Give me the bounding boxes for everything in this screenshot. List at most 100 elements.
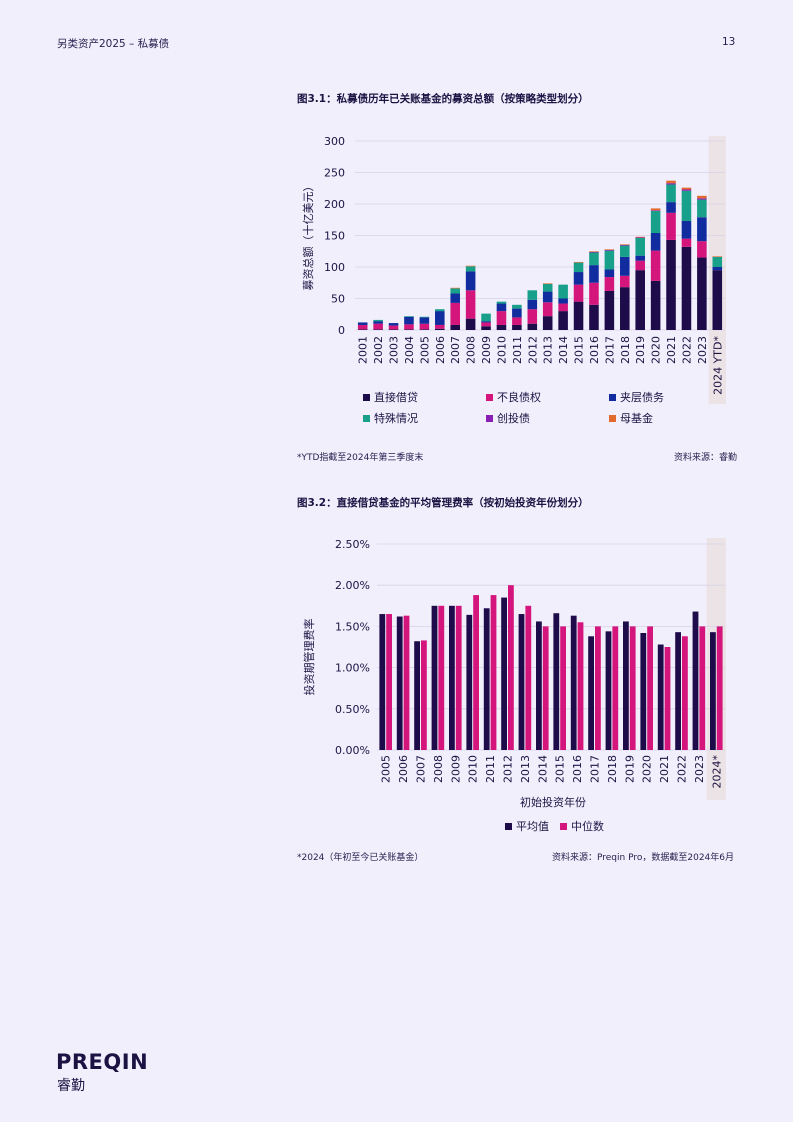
bar-segment [589,251,599,253]
legend-swatch [363,414,370,422]
bar-segment [604,269,615,278]
fig1-chart: 0 50 100 150 200 250 300 募资总额（十亿美元） 2001 2002 2003… [301,135,726,404]
page-number: 13 [722,36,736,48]
y-tick-label: 50 [331,293,345,306]
fig2-source: 资料来源：Preqin Pro，数据截至2024年6月 [552,853,734,863]
bar [525,605,532,750]
preqin-logo: PREQIN [56,1050,149,1074]
bar-segment [666,180,676,184]
x-tick-label: 2011 [511,336,524,364]
bar [553,613,560,750]
x-tick-label: 2009 [449,755,462,783]
bar-segment [527,299,538,310]
bar [612,626,619,750]
x-tick-label: 2024* [710,755,723,789]
bar [623,621,629,750]
bar-segment [620,244,630,246]
legend-item: 不良债权 [486,389,541,405]
bar-segment [373,319,383,322]
bar-segment [558,298,568,304]
x-tick-label: 2022 [680,336,693,364]
fig1-note: *YTD指截至2024年第三季度末 [297,453,424,463]
x-tick-label: 2006 [397,755,410,783]
y-axis-label: 投资期管理费率 [302,619,316,696]
bar-segment [604,277,615,291]
bar-segment [404,324,414,330]
bar [501,597,507,750]
bar-segment [419,317,430,324]
bar-segment [496,311,507,325]
bar [386,614,392,750]
bar-segment [589,252,599,266]
bar [716,626,723,750]
bar [699,626,706,750]
bar-segment [712,267,723,271]
fig2-legend: 平均值 中位数 [505,818,645,834]
bar [588,636,594,750]
bar-segment [604,290,615,330]
bar-segment [357,322,368,325]
bar [560,626,566,750]
bar-segment [697,199,707,218]
x-tick-label: 2007 [449,336,462,364]
x-tick-label: 2005 [418,336,431,364]
bar-segment [465,271,476,291]
x-tick-label: 2012 [502,755,515,783]
legend-item: 平均值 [505,818,549,834]
legend-item: 特殊情况 [363,410,418,426]
bar [431,605,438,750]
bar-segment [650,210,661,211]
legend-swatch [363,393,370,401]
bar-segment [512,317,522,325]
x-tick-label: 2002 [372,336,385,364]
bar-segment [635,255,645,261]
bar-segment [712,256,723,257]
legend-item: 母基金 [609,410,653,426]
bar-segment [373,329,383,330]
bar-segment [357,324,368,330]
bar-segment [666,239,676,330]
bar [536,621,542,750]
bar-segment [404,316,414,325]
y-tick-label: 300 [324,135,345,148]
bar [710,632,716,750]
bar-segment [404,316,414,317]
bar [483,608,490,750]
legend-label: 中位数 [571,820,604,833]
bar-segment [635,237,645,239]
bar [657,644,664,750]
x-axis-label: 初始投资年份 [520,795,586,809]
bar-segment [388,323,399,326]
y-axis-label: 募资总额（十亿美元） [301,181,315,291]
y-tick-label: 150 [324,230,345,243]
bar-segment [527,290,538,300]
bar-segment [573,261,584,263]
bar [490,595,497,750]
x-tick-label: 2010 [495,336,508,364]
bar-segment [373,321,383,324]
bar-segment [712,256,723,267]
x-tick-label: 2020 [641,755,654,783]
bar-segment [620,275,630,288]
y-tick-label: 0.00% [335,744,370,757]
legend-item: 中位数 [560,818,604,834]
legend-label: 特殊情况 [374,412,418,425]
x-tick-label: 2015 [573,336,586,364]
x-tick-label: 2024 YTD* [711,336,724,395]
x-tick-label: 2017 [589,755,602,783]
bar-segment [435,328,445,330]
bar [508,585,514,750]
bar-segment [450,288,460,294]
x-tick-label: 2014 [536,755,549,783]
bar-segment [465,290,476,319]
bar-segment [558,311,568,330]
bar-segment [697,217,707,242]
x-tick-label: 2008 [432,755,445,783]
bar-segment [542,284,553,292]
legend-label: 母基金 [620,412,653,425]
x-tick-label: 2008 [465,336,478,364]
bar-segment [712,270,723,330]
y-tick-label: 0 [338,324,345,337]
x-tick-label: 2023 [696,336,709,364]
bar-segment [589,304,599,330]
